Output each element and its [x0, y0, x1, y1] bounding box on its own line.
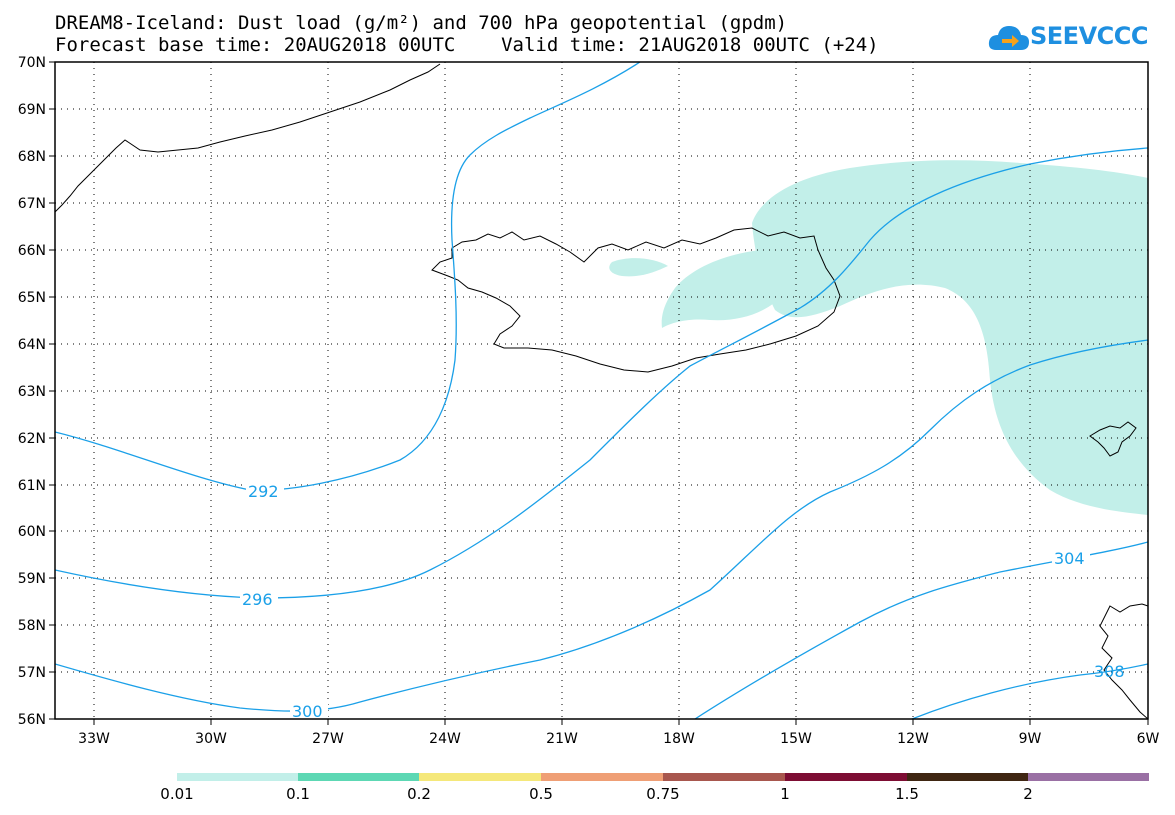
lat-label: 64N	[18, 337, 46, 353]
faroe-islands	[1089, 421, 1137, 457]
lon-label: 30W	[195, 731, 227, 747]
forecast-times: Forecast base time: 20AUG2018 00UTC Vali…	[55, 34, 879, 56]
lon-label: 21W	[546, 731, 578, 747]
legend-label: 0.1	[286, 785, 310, 803]
lat-label: 63N	[18, 384, 46, 400]
color-legend	[177, 773, 1149, 781]
axis-ticks	[49, 61, 1149, 725]
legend-swatch-4	[663, 773, 785, 781]
legend-label: 0.01	[160, 785, 194, 803]
contour-label-296: 296	[242, 590, 273, 609]
lon-label: 12W	[897, 731, 929, 747]
contour-296	[55, 147, 1148, 599]
legend-swatch-2	[419, 773, 541, 781]
legend-swatch-1	[298, 773, 419, 781]
contour-300	[55, 339, 1148, 712]
map-title: DREAM8-Iceland: Dust load (g/m²) and 700…	[55, 12, 788, 34]
legend-swatch-5	[785, 773, 907, 781]
scotland-coast	[1099, 603, 1148, 719]
lat-label: 69N	[18, 102, 46, 118]
lat-label: 66N	[18, 243, 46, 259]
longitude-labels: 33W 30W 27W 24W 21W 18W 15W 12W 9W 6W	[78, 731, 1159, 747]
logo-text: SEEVCCC	[1030, 22, 1149, 50]
lat-label: 62N	[18, 431, 46, 447]
contour-label-308: 308	[1094, 662, 1125, 681]
lat-label: 57N	[18, 665, 46, 681]
dust-iceland-central	[661, 250, 792, 328]
legend-label: 1	[780, 785, 790, 803]
seevccc-logo: SEEVCCC	[988, 18, 1158, 58]
contour-label-300: 300	[292, 702, 323, 721]
lat-label: 65N	[18, 290, 46, 306]
lat-label: 68N	[18, 149, 46, 165]
lon-label: 9W	[1019, 731, 1042, 747]
lat-label: 61N	[18, 478, 46, 494]
lon-label: 18W	[663, 731, 695, 747]
lon-label: 33W	[78, 731, 110, 747]
lon-label: 24W	[429, 731, 461, 747]
greenland-coast	[55, 63, 441, 213]
dust-plume	[752, 160, 1148, 515]
coastlines	[55, 63, 1148, 719]
legend-label: 1.5	[895, 785, 919, 803]
lat-label: 70N	[18, 55, 46, 71]
legend-swatch-0	[177, 773, 298, 781]
legend-swatch-7	[1028, 773, 1149, 781]
latitude-labels: 70N 69N 68N 67N 66N 65N 64N 63N 62N 61N …	[18, 55, 46, 728]
contour-label-292: 292	[248, 482, 279, 501]
graticule	[55, 62, 1148, 719]
lon-label: 15W	[780, 731, 812, 747]
legend-swatch-3	[541, 773, 663, 781]
legend-label: 0.75	[646, 785, 680, 803]
legend-swatch-6	[907, 773, 1028, 781]
contour-308	[911, 663, 1148, 719]
lon-label: 27W	[312, 731, 344, 747]
lat-label: 59N	[18, 571, 46, 587]
cloud-arrow-icon	[988, 26, 1029, 50]
iceland-coast	[431, 227, 841, 373]
legend-label: 2	[1023, 785, 1033, 803]
lat-label: 67N	[18, 196, 46, 212]
legend-label: 0.2	[407, 785, 431, 803]
dust-iceland-north	[609, 258, 668, 277]
contour-label-304: 304	[1054, 549, 1085, 568]
lat-label: 56N	[18, 712, 46, 728]
lon-label: 6W	[1137, 731, 1160, 747]
legend-label: 0.5	[529, 785, 553, 803]
lat-label: 58N	[18, 618, 46, 634]
lat-label: 60N	[18, 524, 46, 540]
